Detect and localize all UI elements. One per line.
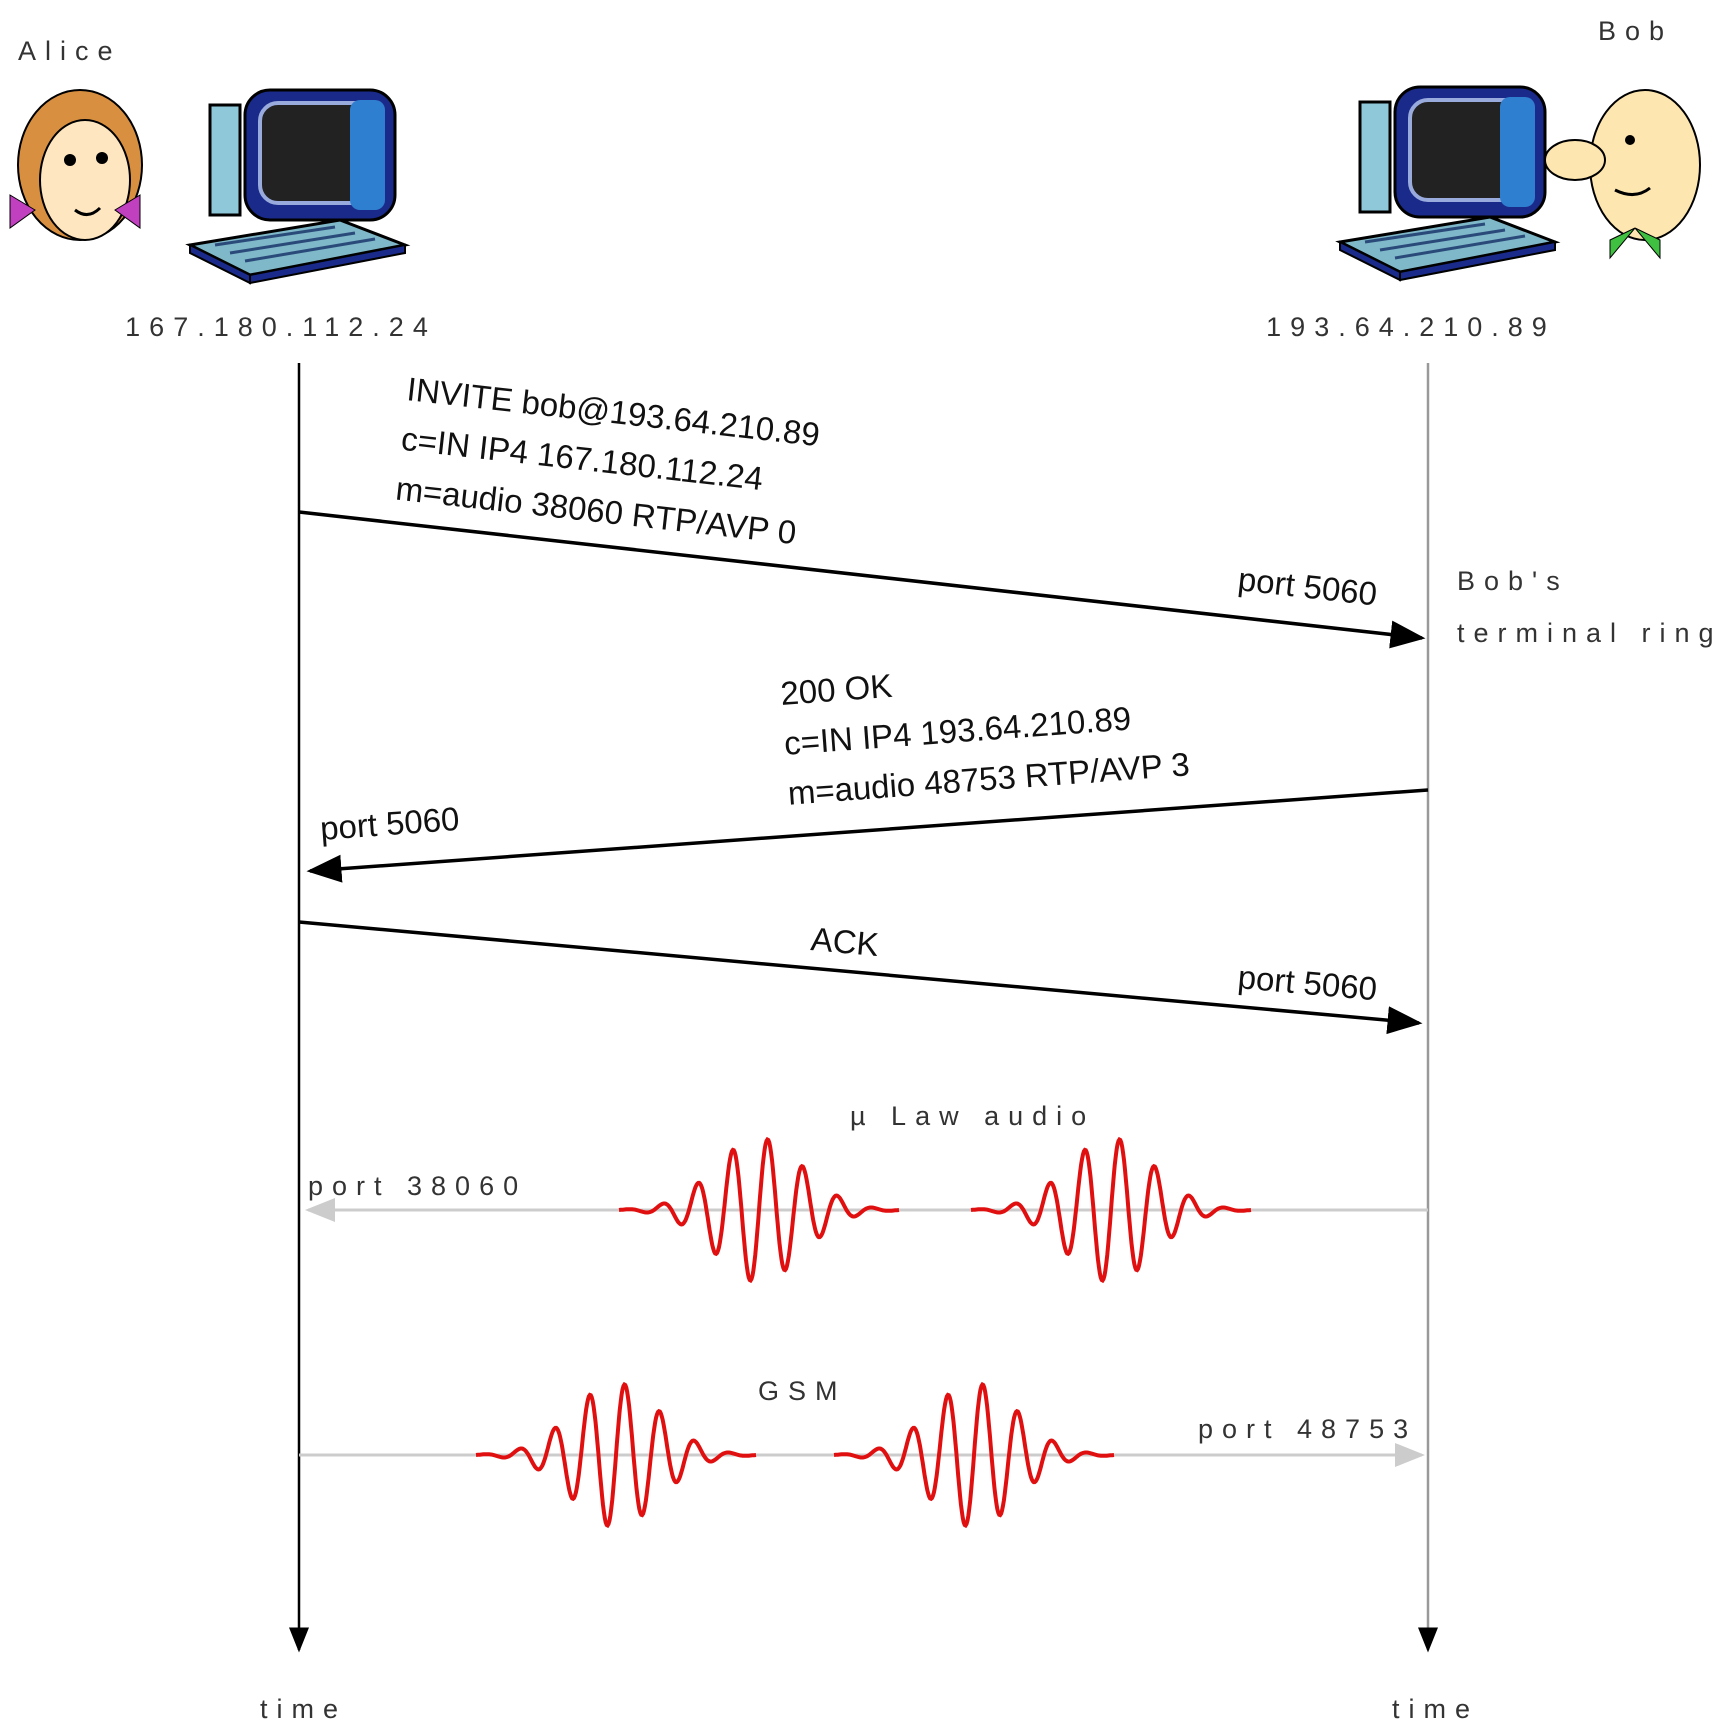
time-label: time: [1392, 1694, 1479, 1724]
port-label: port 5060: [1236, 958, 1378, 1007]
message-arrow: [298, 920, 1423, 1035]
audio-wave: [475, 1381, 757, 1529]
audio-wave: [618, 1136, 900, 1284]
message-arrow: [298, 510, 1426, 649]
ip-label: 193.64.210.89: [1266, 312, 1556, 342]
audio-wave: [970, 1136, 1252, 1284]
ip-label: 167.180.112.24: [125, 312, 437, 342]
message-line: 200 OK: [779, 667, 893, 712]
participant-name: Alice: [18, 36, 122, 66]
media-label: µ Law audio: [850, 1101, 1095, 1131]
note-line: Bob's: [1457, 566, 1569, 596]
waves: [475, 1136, 1252, 1529]
message-text: INVITE bob@193.64.210.89 c=IN IP4 167.18…: [394, 370, 822, 551]
alice-computer: [188, 88, 407, 285]
port-label: port 5060: [1236, 560, 1379, 612]
port-label: port 38060: [308, 1171, 527, 1201]
port-label: port 5060: [319, 800, 461, 847]
alice-icon: [9, 89, 143, 241]
port-label: port 48753: [1198, 1414, 1417, 1444]
message-text: 200 OK c=IN IP4 193.64.210.89 m=audio 48…: [779, 667, 1191, 812]
bob-icon: [1544, 89, 1701, 260]
note-line: terminal rings: [1457, 618, 1713, 648]
time-label: time: [260, 1694, 347, 1724]
participant-name: Bob: [1598, 16, 1673, 46]
audio-wave: [833, 1381, 1115, 1529]
bob-computer: [1338, 85, 1557, 282]
message-line: ACK: [809, 920, 880, 963]
media-label: GSM: [758, 1376, 847, 1406]
message-arrow: [306, 788, 1429, 883]
